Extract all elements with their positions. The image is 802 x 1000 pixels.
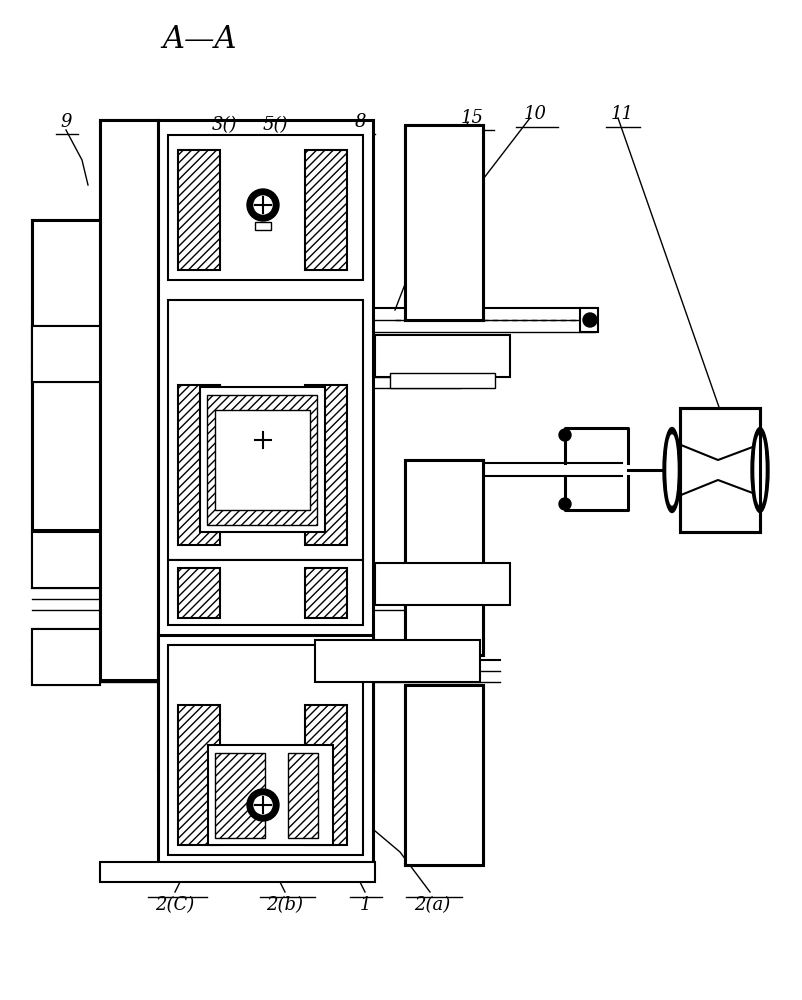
Bar — [100, 862, 375, 882]
Bar — [207, 395, 317, 525]
Bar — [288, 753, 318, 838]
Ellipse shape — [663, 428, 681, 512]
Bar — [32, 532, 100, 588]
Circle shape — [559, 498, 571, 510]
Text: 8: 8 — [354, 113, 366, 131]
Bar — [32, 220, 100, 530]
Bar — [305, 568, 347, 618]
Bar — [375, 335, 510, 377]
Bar — [100, 120, 158, 680]
Bar — [158, 635, 373, 865]
Text: 5(): 5() — [262, 116, 288, 134]
Bar — [168, 300, 363, 560]
Circle shape — [583, 313, 597, 327]
Bar — [168, 560, 363, 625]
Bar — [315, 640, 480, 682]
Bar — [255, 222, 271, 230]
Bar — [168, 645, 363, 855]
Bar — [405, 460, 483, 655]
Text: 2(C): 2(C) — [156, 896, 195, 914]
Circle shape — [559, 429, 571, 441]
Circle shape — [247, 189, 279, 221]
Circle shape — [254, 796, 272, 814]
Text: A—A: A—A — [163, 24, 237, 55]
Text: 9: 9 — [60, 113, 71, 131]
Text: 3(): 3() — [213, 116, 237, 134]
Text: 2(a): 2(a) — [414, 896, 450, 914]
Bar — [158, 120, 373, 770]
Bar — [680, 408, 760, 532]
Bar — [580, 308, 598, 332]
Bar — [208, 745, 333, 845]
Bar — [100, 120, 158, 680]
Bar — [32, 220, 100, 530]
Text: 11: 11 — [610, 105, 634, 123]
Bar — [305, 705, 347, 845]
Text: 15: 15 — [460, 109, 484, 127]
Text: 1: 1 — [359, 896, 371, 914]
Bar — [178, 150, 220, 270]
Bar — [32, 629, 100, 685]
Circle shape — [254, 431, 272, 449]
Bar — [178, 568, 220, 618]
Bar — [32, 326, 100, 382]
Bar — [215, 753, 265, 838]
Bar — [168, 135, 363, 280]
Bar — [32, 326, 100, 382]
Bar — [215, 410, 310, 510]
Ellipse shape — [755, 435, 765, 505]
Bar — [405, 460, 483, 655]
Ellipse shape — [751, 428, 769, 512]
Circle shape — [254, 196, 272, 214]
Bar — [405, 685, 483, 865]
Bar — [405, 685, 483, 865]
Bar — [178, 705, 220, 845]
Bar — [178, 385, 220, 545]
Circle shape — [247, 789, 279, 821]
Bar — [305, 150, 347, 270]
Bar — [390, 373, 495, 388]
Bar — [680, 408, 760, 532]
Circle shape — [247, 424, 279, 456]
Text: 2(b): 2(b) — [266, 896, 303, 914]
Text: 10: 10 — [524, 105, 546, 123]
Bar — [32, 532, 100, 588]
Bar — [375, 563, 510, 605]
Bar — [200, 387, 325, 532]
Bar — [32, 629, 100, 685]
Bar — [405, 125, 483, 320]
Bar — [305, 385, 347, 545]
Bar — [405, 125, 483, 320]
Ellipse shape — [667, 435, 677, 505]
